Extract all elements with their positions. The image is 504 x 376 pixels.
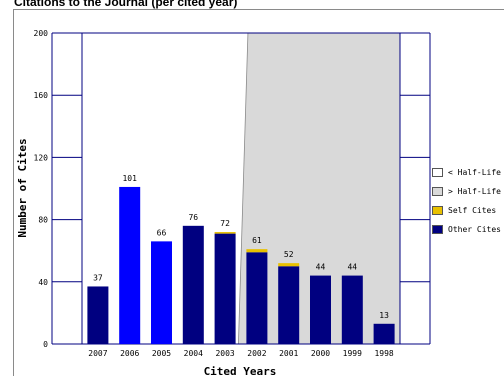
y-tick-label: 200 bbox=[34, 29, 49, 38]
legend-swatch-self-cites bbox=[432, 206, 443, 215]
bar-other-cites bbox=[278, 266, 300, 344]
bar-value-label: 37 bbox=[93, 273, 103, 282]
x-axis-title: Cited Years bbox=[204, 365, 277, 376]
bar-self-cites bbox=[278, 263, 300, 267]
legend-label: Other Cites bbox=[448, 225, 501, 234]
legend-item-self-cites: Self Cites bbox=[432, 201, 504, 220]
x-tick-label: 1998 bbox=[374, 349, 393, 358]
legend-item-after-half-life: > Half-Life bbox=[432, 182, 504, 201]
bar-value-label: 72 bbox=[220, 219, 230, 228]
x-tick-label: 2006 bbox=[120, 349, 139, 358]
y-tick-label: 40 bbox=[38, 278, 48, 287]
chart-frame bbox=[13, 9, 504, 376]
legend-item-other-cites: Other Cites bbox=[432, 220, 504, 239]
legend: < Half-Life > Half-Life Self Cites Other… bbox=[432, 163, 504, 239]
x-tick-label: 2001 bbox=[279, 349, 298, 358]
x-tick-label: 1999 bbox=[343, 349, 362, 358]
x-tick-label: 2007 bbox=[88, 349, 107, 358]
x-tick-label: 2000 bbox=[311, 349, 330, 358]
bar-value-label: 76 bbox=[188, 213, 198, 222]
bar-other-cites bbox=[119, 186, 141, 344]
plot-layer bbox=[51, 32, 431, 345]
x-tick-label: 2003 bbox=[215, 349, 234, 358]
bar-value-label: 61 bbox=[252, 236, 262, 245]
bar-other-cites bbox=[341, 275, 363, 344]
bar-value-label: 52 bbox=[284, 250, 294, 259]
bar-self-cites bbox=[246, 249, 268, 253]
legend-label: Self Cites bbox=[448, 206, 497, 215]
legend-swatch-other-cites bbox=[432, 225, 443, 234]
y-tick-label: 80 bbox=[38, 216, 48, 225]
bar-value-label: 101 bbox=[122, 174, 137, 183]
legend-swatch-before-half-life bbox=[432, 168, 443, 177]
legend-label: < Half-Life bbox=[448, 168, 501, 177]
bar-other-cites bbox=[151, 241, 172, 344]
bar-self-cites bbox=[214, 232, 236, 234]
x-tick-label: 2004 bbox=[184, 349, 203, 358]
bar-value-label: 66 bbox=[157, 228, 167, 237]
labels-layer: 0 40 80 120 160 200 37 2007 101 2006 66 2005 76 2004 7… bbox=[34, 29, 394, 358]
bar-other-cites bbox=[246, 252, 268, 344]
x-tick-label: 2002 bbox=[247, 349, 266, 358]
y-tick-label: 160 bbox=[34, 91, 49, 100]
bar-other-cites bbox=[87, 286, 109, 344]
bar-other-cites bbox=[214, 233, 236, 344]
y-tick-label: 0 bbox=[43, 340, 48, 349]
bars-layer bbox=[87, 186, 395, 344]
bar-value-label: 44 bbox=[316, 263, 326, 272]
bar-other-cites bbox=[373, 323, 395, 344]
page-title: Citations to the Journal (per cited year… bbox=[14, 0, 238, 9]
x-tick-label: 2005 bbox=[152, 349, 171, 358]
y-axis-title: Number of Cites bbox=[16, 138, 29, 237]
legend-swatch-after-half-life bbox=[432, 187, 443, 196]
legend-item-before-half-life: < Half-Life bbox=[432, 163, 504, 182]
bar-other-cites bbox=[182, 225, 204, 344]
legend-label: > Half-Life bbox=[448, 187, 501, 196]
bar-value-label: 44 bbox=[347, 263, 357, 272]
bar-other-cites bbox=[310, 275, 331, 344]
bar-value-label: 13 bbox=[379, 311, 389, 320]
y-tick-label: 120 bbox=[34, 153, 49, 162]
